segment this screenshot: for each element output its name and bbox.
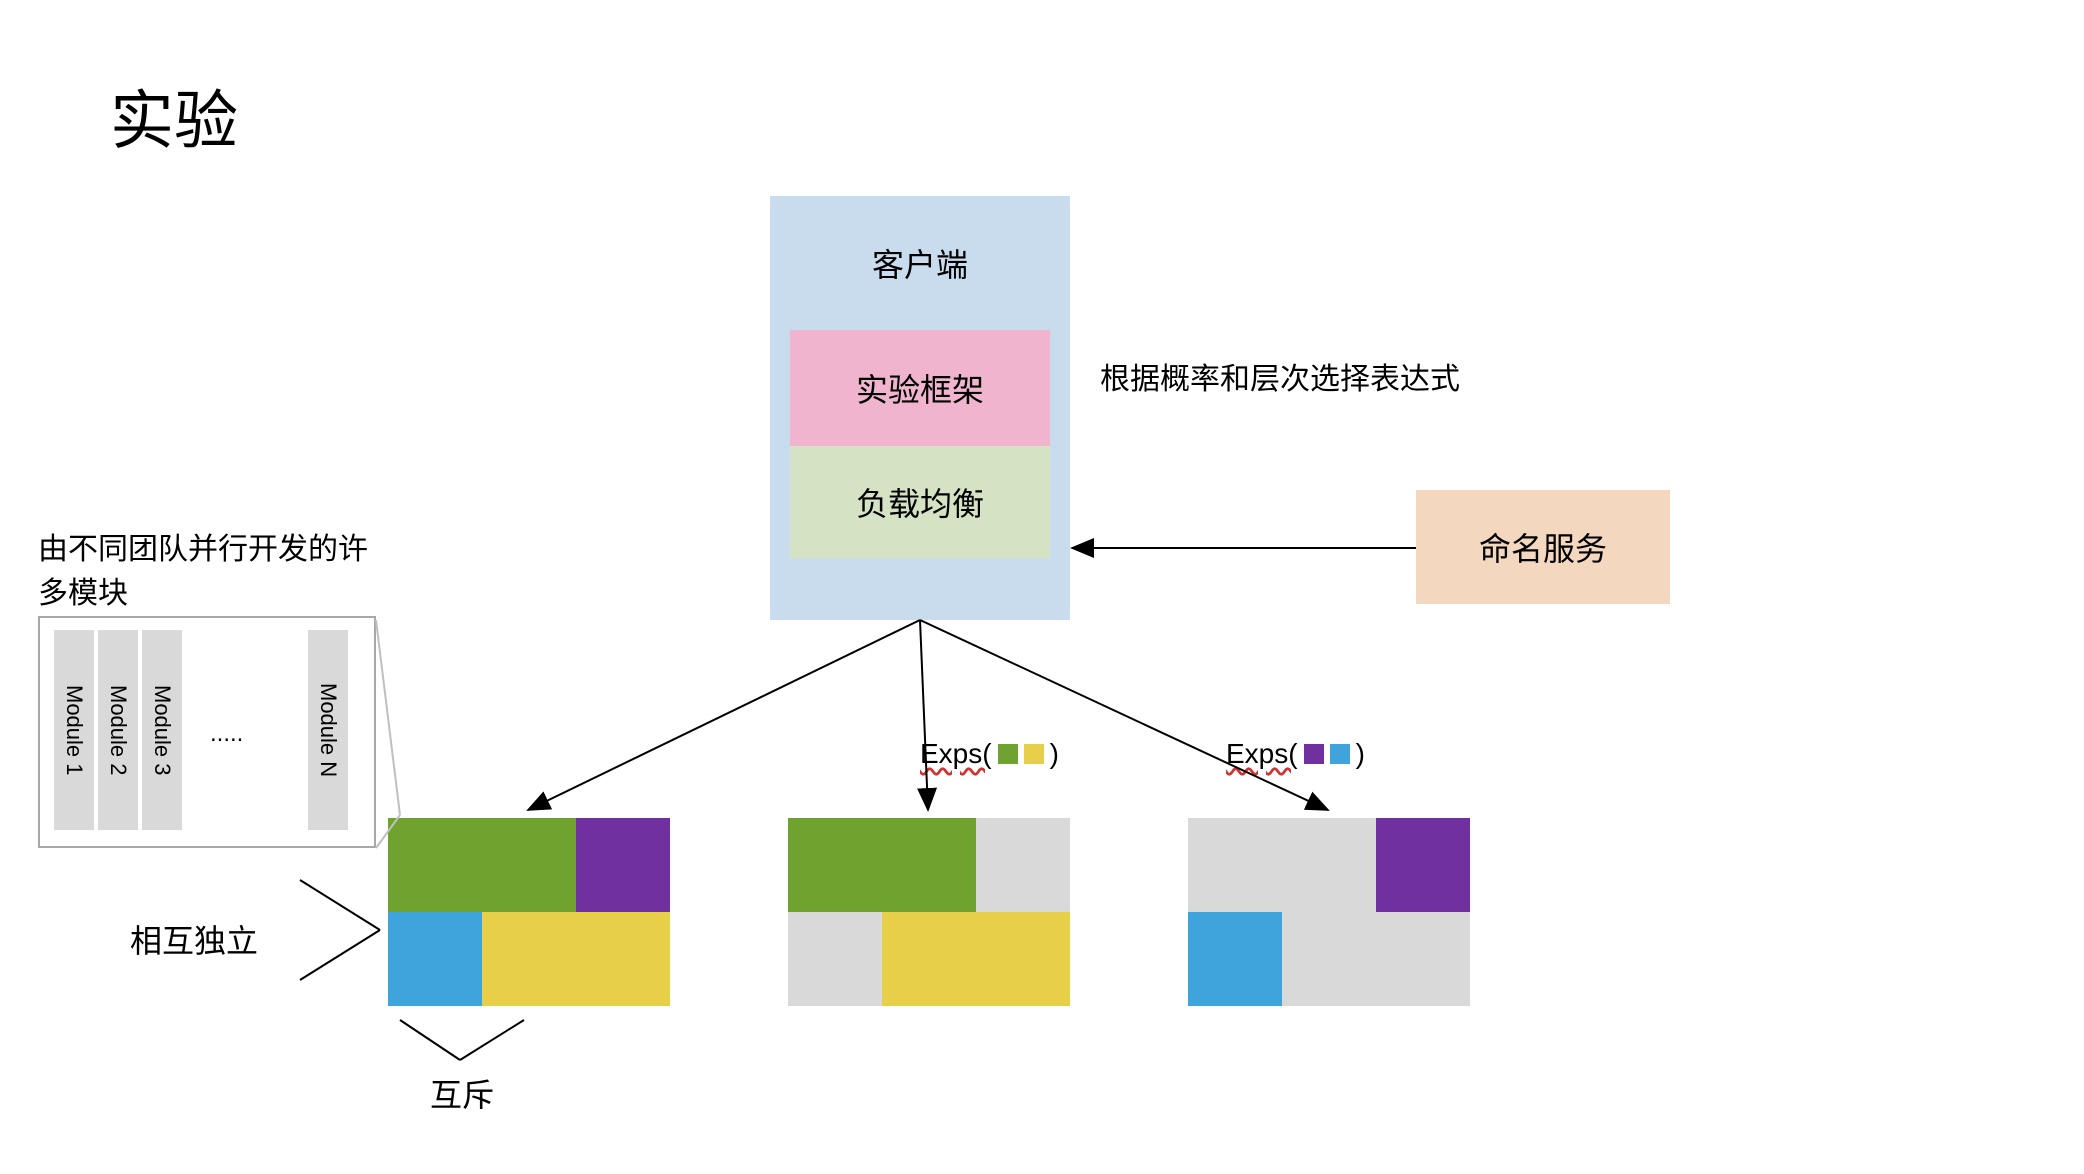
experiment-framework-label: 实验框架 (856, 365, 984, 411)
module-bar-label: Module 2 (105, 685, 131, 776)
client-label: 客户端 (770, 196, 1070, 330)
grid-cell (788, 912, 882, 1006)
module-bar-label: Module N (315, 683, 341, 777)
color-swatch-icon (998, 744, 1018, 764)
module-bar: Module 1 (54, 630, 94, 830)
exps-suffix: ) (1356, 738, 1365, 770)
color-swatch-icon (1304, 744, 1324, 764)
grid-cell (788, 818, 882, 912)
exps-prefix: Exps( (920, 738, 992, 770)
grid-cell (576, 818, 670, 912)
grid-cell (1376, 818, 1470, 912)
grid-cell (388, 912, 482, 1006)
module-bar: Module 2 (98, 630, 138, 830)
exps-label: Exps() (1226, 738, 1365, 770)
independence-label: 相互独立 (130, 916, 258, 962)
grid-cell (388, 818, 482, 912)
grid-cell (882, 818, 976, 912)
grid-cell (882, 912, 976, 1006)
exps-label: Exps() (920, 738, 1059, 770)
grid-cell (1282, 818, 1376, 912)
load-balance-label: 负载均衡 (856, 479, 984, 525)
grid-cell (482, 912, 576, 1006)
grid-cell (1188, 818, 1282, 912)
load-balance-box: 负载均衡 (790, 446, 1050, 558)
module-bar-label: Module 3 (149, 685, 175, 776)
module-bar: Module 3 (142, 630, 182, 830)
mutex-label: 互斥 (430, 1070, 494, 1116)
color-swatch-icon (1024, 744, 1044, 764)
annotation-right: 根据概率和层次选择表达式 (1100, 354, 1460, 398)
modules-caption: 由不同团队并行开发的许 多模块 (38, 524, 368, 612)
exps-prefix: Exps( (1226, 738, 1298, 770)
module-bar: Module N (308, 630, 348, 830)
grid-cell (976, 818, 1070, 912)
naming-service-label: 命名服务 (1479, 524, 1607, 570)
naming-service-box: 命名服务 (1416, 490, 1670, 604)
grid-cell (1188, 912, 1282, 1006)
experiment-framework-box: 实验框架 (790, 330, 1050, 446)
modules-ellipsis: ..... (210, 720, 243, 748)
grid-cell (1282, 912, 1376, 1006)
grid-cell (1376, 912, 1470, 1006)
grid-cell (576, 912, 670, 1006)
page-title: 实验 (110, 70, 238, 162)
exps-suffix: ) (1050, 738, 1059, 770)
grid-cell (976, 912, 1070, 1006)
color-swatch-icon (1330, 744, 1350, 764)
grid-cell (482, 818, 576, 912)
module-bar-label: Module 1 (61, 685, 87, 776)
